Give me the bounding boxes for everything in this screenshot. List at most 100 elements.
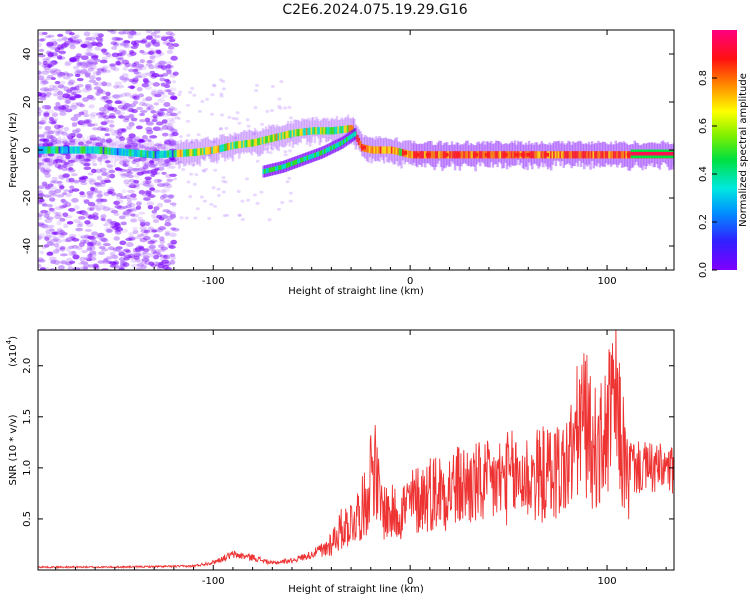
noise-speck (59, 51, 66, 55)
noise-speck (51, 176, 58, 181)
snr-ytick-label: 0.5 (22, 511, 33, 527)
noise-speck (207, 216, 212, 220)
noise-speck (61, 167, 68, 172)
noise-speck (219, 92, 224, 96)
noise-speck (57, 124, 64, 128)
track-core (113, 147, 117, 156)
noise-speck (71, 198, 79, 203)
spectrogram-ytick-label: 40 (22, 48, 33, 61)
noise-speck (56, 155, 63, 161)
noise-speck (86, 52, 94, 57)
secondary-core (339, 141, 343, 146)
noise-speck (164, 222, 172, 227)
noise-speck (48, 116, 54, 121)
noise-speck (170, 255, 176, 260)
noise-speck (156, 183, 165, 188)
track-core (77, 146, 80, 154)
noise-speck (100, 48, 107, 53)
noise-speck (160, 246, 169, 251)
spectrogram-xtick-label: 100 (598, 276, 617, 287)
noise-speck (123, 104, 130, 109)
noise-speck (102, 106, 109, 110)
noise-speck (66, 73, 74, 77)
track-core (419, 151, 422, 159)
noise-speck (56, 55, 63, 60)
noise-speck (246, 124, 251, 128)
noise-speck (56, 139, 62, 145)
noise-speck (67, 37, 74, 41)
noise-speck (108, 186, 115, 192)
noise-speck (132, 100, 139, 105)
noise-speck (221, 179, 226, 183)
noise-speck (86, 190, 94, 196)
noise-speck (155, 121, 164, 126)
noise-speck (86, 122, 93, 128)
noise-speck (123, 179, 131, 185)
noise-speck (62, 75, 71, 80)
noise-speck (164, 84, 171, 89)
track-core (623, 151, 627, 159)
track-core (323, 127, 326, 135)
noise-speck (133, 253, 141, 258)
noise-speck (170, 128, 178, 133)
noise-speck (237, 121, 242, 125)
noise-speck (46, 203, 54, 208)
secondary-core (350, 133, 354, 139)
noise-speck (108, 142, 117, 146)
noise-speck (48, 234, 56, 239)
track-core (280, 132, 284, 140)
noise-speck (202, 169, 207, 173)
noise-speck (38, 185, 45, 190)
noise-speck (74, 89, 82, 94)
noise-speck (43, 168, 52, 173)
noise-speck (123, 257, 130, 261)
track-core (595, 151, 599, 159)
track-core (436, 151, 440, 159)
track-core (96, 146, 99, 154)
noise-speck (56, 228, 63, 232)
noise-speck (75, 54, 82, 59)
track-core (45, 146, 49, 154)
noise-speck (85, 37, 93, 41)
noise-speck (42, 142, 49, 148)
track-core (606, 151, 610, 159)
noise-speck (147, 204, 154, 210)
noise-speck (122, 205, 128, 210)
noise-speck (283, 150, 288, 154)
spectrogram-xtick-label: -100 (202, 276, 225, 287)
noise-speck (41, 104, 50, 110)
track-core (556, 151, 559, 159)
track-core (434, 151, 438, 159)
noise-speck (169, 259, 176, 265)
noise-speck (41, 201, 47, 206)
noise-speck (98, 114, 105, 119)
noise-speck (145, 126, 153, 132)
track-core (299, 128, 302, 136)
noise-speck (150, 168, 159, 173)
noise-speck (287, 176, 292, 180)
noise-speck (127, 189, 136, 194)
noise-speck (40, 37, 46, 42)
noise-speck (96, 70, 102, 74)
noise-speck (144, 103, 153, 108)
secondary-core (281, 164, 284, 170)
noise-speck (57, 95, 65, 101)
noise-speck (168, 245, 176, 249)
noise-speck (88, 252, 97, 258)
track-core (167, 150, 170, 158)
noise-speck (43, 112, 50, 118)
track-core (47, 146, 50, 154)
noise-speck (202, 156, 207, 160)
track-core (49, 146, 52, 154)
track-core (368, 145, 372, 154)
track-core (450, 151, 454, 159)
noise-speck (54, 80, 61, 85)
noise-speck (129, 219, 138, 223)
noise-speck (92, 162, 98, 167)
noise-speck (135, 75, 142, 79)
noise-speck (69, 185, 75, 190)
noise-speck (65, 154, 71, 160)
noise-speck (146, 137, 153, 143)
track-core (189, 149, 192, 157)
noise-speck (124, 62, 130, 68)
